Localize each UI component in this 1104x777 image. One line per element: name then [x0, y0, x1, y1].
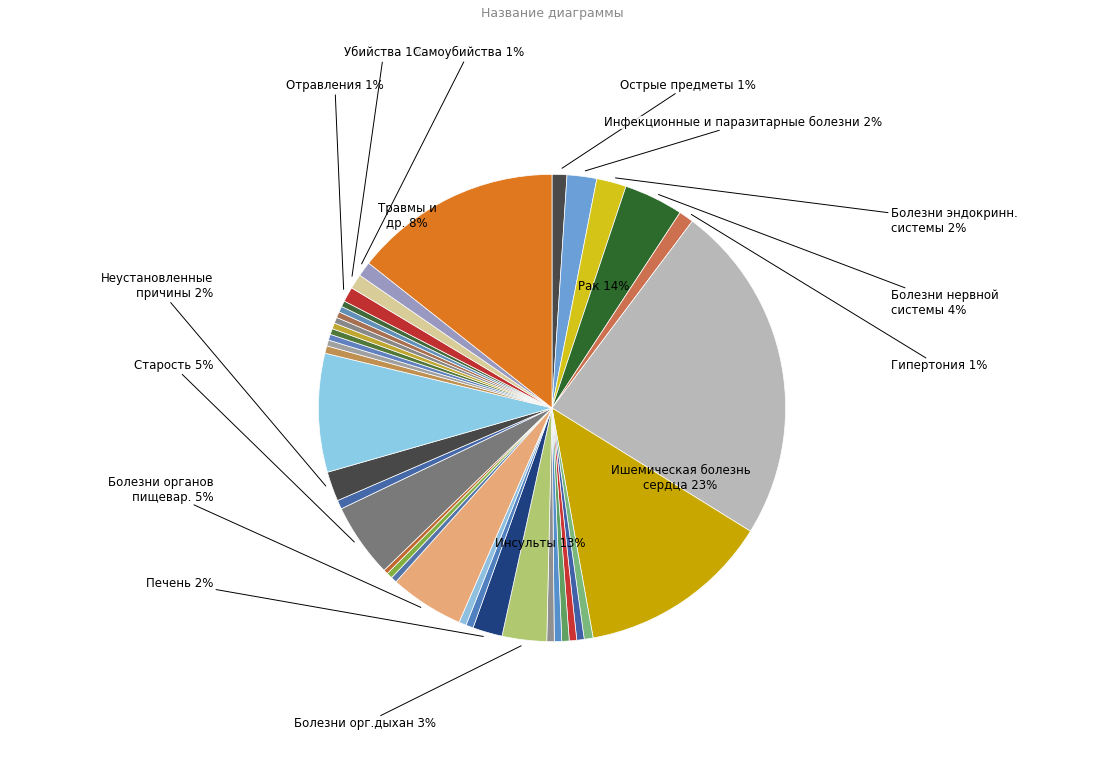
Text: Инфекционные и паразитарные болезни 2%: Инфекционные и паразитарные болезни 2%: [585, 117, 882, 171]
Text: Отравления 1%: Отравления 1%: [286, 79, 384, 289]
Text: Самоубийства 1%: Самоубийства 1%: [362, 47, 524, 264]
Wedge shape: [552, 175, 597, 408]
Text: Острые предметы 1%: Острые предметы 1%: [562, 79, 755, 169]
Wedge shape: [392, 408, 552, 582]
Wedge shape: [396, 408, 552, 622]
Wedge shape: [344, 288, 552, 408]
Text: Болезни орг.дыхан 3%: Болезни орг.дыхан 3%: [294, 646, 521, 730]
Wedge shape: [360, 263, 552, 408]
Text: Старость 5%: Старость 5%: [134, 360, 354, 542]
Text: Болезни органов
пищевар. 5%: Болезни органов пищевар. 5%: [107, 476, 421, 608]
Text: Рак 14%: Рак 14%: [577, 280, 629, 293]
Wedge shape: [552, 179, 626, 408]
Wedge shape: [502, 408, 552, 642]
Wedge shape: [369, 174, 552, 408]
Wedge shape: [552, 408, 751, 638]
Wedge shape: [328, 408, 552, 500]
Wedge shape: [330, 329, 552, 408]
Wedge shape: [341, 301, 552, 408]
Wedge shape: [552, 408, 562, 642]
Wedge shape: [552, 408, 570, 641]
Wedge shape: [341, 408, 552, 570]
Wedge shape: [552, 186, 680, 408]
Wedge shape: [351, 275, 552, 408]
Text: Убийства 1%: Убийства 1%: [343, 47, 424, 277]
Wedge shape: [552, 213, 692, 408]
Wedge shape: [325, 346, 552, 408]
Wedge shape: [473, 408, 552, 636]
Wedge shape: [459, 408, 552, 625]
Wedge shape: [552, 408, 584, 640]
Wedge shape: [335, 318, 552, 408]
Wedge shape: [384, 408, 552, 573]
Text: Инсульты 13%: Инсульты 13%: [495, 537, 585, 550]
Wedge shape: [552, 408, 576, 641]
Wedge shape: [552, 174, 567, 408]
Title: Название диаграммы: Название диаграммы: [480, 7, 624, 20]
Wedge shape: [338, 408, 552, 509]
Text: Печень 2%: Печень 2%: [146, 577, 484, 636]
Text: Неустановленные
причины 2%: Неустановленные причины 2%: [100, 273, 326, 486]
Wedge shape: [327, 340, 552, 408]
Wedge shape: [466, 408, 552, 628]
Wedge shape: [339, 306, 552, 408]
Text: Ишемическая болезнь
сердца 23%: Ишемическая болезнь сердца 23%: [611, 464, 751, 492]
Text: Травмы и
др. 8%: Травмы и др. 8%: [378, 202, 436, 231]
Text: Болезни нервной
системы 4%: Болезни нервной системы 4%: [658, 194, 998, 317]
Wedge shape: [552, 221, 786, 531]
Wedge shape: [318, 354, 552, 472]
Wedge shape: [388, 408, 552, 578]
Wedge shape: [546, 408, 554, 642]
Wedge shape: [552, 408, 593, 639]
Wedge shape: [337, 312, 552, 408]
Text: Гипертония 1%: Гипертония 1%: [691, 214, 987, 372]
Text: Болезни эндокринн.
системы 2%: Болезни эндокринн. системы 2%: [616, 178, 1018, 235]
Wedge shape: [332, 323, 552, 408]
Wedge shape: [329, 334, 552, 408]
